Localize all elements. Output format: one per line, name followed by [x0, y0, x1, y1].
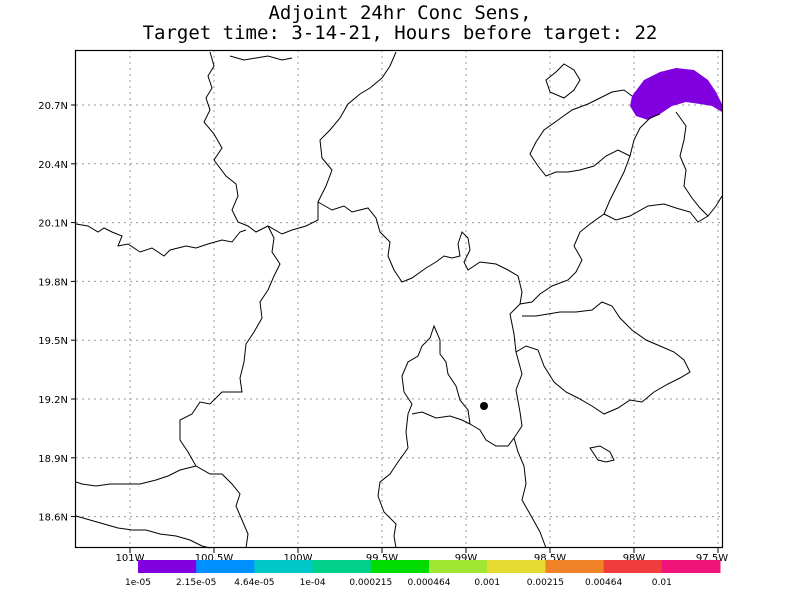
lat-tick-label: 19.8N — [38, 277, 68, 288]
color-scale-label: 1e-04 — [300, 578, 326, 588]
color-scale-swatch — [429, 560, 488, 573]
lat-tick-label: 20.7N — [38, 101, 68, 112]
color-scale-swatch — [254, 560, 314, 573]
lat-tick-label: 18.9N — [38, 454, 68, 465]
lat-tick-label: 19.2N — [38, 395, 68, 406]
lat-tick-label: 18.6N — [38, 513, 68, 524]
lon-tick-label: 99W — [455, 553, 478, 564]
color-scale-swatch — [487, 560, 546, 573]
lon-tick-label: 98W — [623, 553, 646, 564]
target-point-marker — [480, 402, 488, 410]
color-scale-label: 0.01 — [652, 578, 672, 588]
color-scale-swatch — [312, 560, 372, 573]
lat-tick-label: 20.4N — [38, 160, 68, 171]
lon-tick-label: 100W — [284, 553, 313, 564]
color-scale-label: 1e-05 — [125, 578, 151, 588]
lon-tick-label: 99.5W — [366, 553, 398, 564]
color-scale-label: 0.001 — [474, 578, 500, 588]
color-scale-swatch — [661, 560, 721, 573]
color-scale-bar: 1e-05 2.15e-05 4.64e-05 1e-04 0.000215 0.0004… — [125, 560, 721, 588]
map-title: Adjoint 24hr Conc Sens, — [268, 2, 532, 24]
lat-tick-label: 20.1N — [38, 219, 68, 230]
color-scale-label: 4.64e-05 — [234, 578, 274, 588]
lat-tick-label: 19.5N — [38, 336, 68, 347]
state-boundaries — [75, 51, 723, 549]
grid-lines — [76, 50, 722, 548]
lon-tick-label: 98.5W — [534, 553, 566, 564]
color-scale-swatch — [370, 560, 430, 573]
lon-tick-label: 101W — [116, 553, 145, 564]
color-scale-swatch — [138, 560, 197, 573]
lon-tick-label: 97.5W — [696, 553, 728, 564]
lon-tick-label: 100.5W — [195, 553, 234, 564]
color-scale-swatch — [603, 560, 663, 573]
map-frame — [74, 49, 724, 549]
color-scale-label: 0.000215 — [349, 578, 392, 588]
color-scale-swatch — [196, 560, 255, 573]
sensitivity-contour — [630, 68, 722, 120]
color-scale-label: 0.000464 — [408, 578, 451, 588]
color-scale-swatch — [545, 560, 605, 573]
color-scale-label: 2.15e-05 — [176, 578, 216, 588]
longitude-axis: 101W 100.5W 100W 99.5W 99W 98.5W 98W 97.5W — [116, 548, 728, 564]
latitude-axis: 20.7N 20.4N 20.1N 19.8N 19.5N 19.2N 18.9N 18.6N — [38, 101, 76, 524]
color-scale-label: 0.00464 — [585, 578, 622, 588]
color-scale-label: 0.00215 — [527, 578, 564, 588]
map-subtitle: Target time: 3-14-21, Hours before targe… — [142, 22, 658, 44]
